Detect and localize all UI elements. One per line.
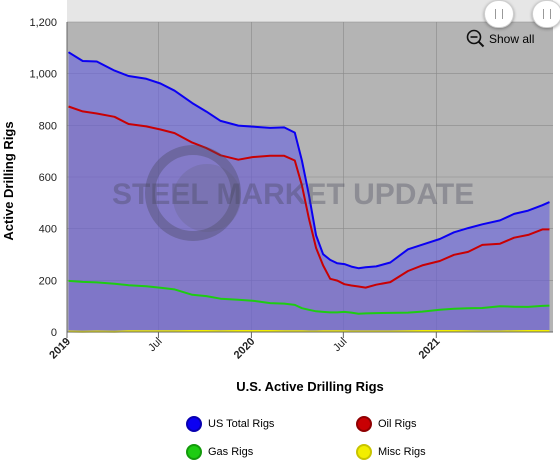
x-tick-label: Jul (331, 336, 349, 354)
y-tick-label: 400 (39, 224, 57, 236)
legend-dot-icon (356, 444, 372, 460)
area-gas-rigs (68, 280, 550, 332)
series-line-us-total-rigs (67, 51, 550, 270)
y-tick-label: 1,000 (29, 69, 57, 81)
series-line-oil-rigs (68, 105, 550, 289)
range-handle-left[interactable] (484, 0, 514, 28)
series-line-misc-rigs (68, 330, 550, 333)
y-axis: 0 200 400 600 800 1,000 1,200 (29, 17, 68, 339)
y-tick-label: 200 (39, 275, 57, 287)
x-axis-title: U.S. Active Drilling Rigs (236, 379, 384, 394)
x-tick-label: Jul (146, 336, 164, 354)
x-tick-label: 2021 (417, 336, 443, 362)
legend-item-us-total[interactable]: US Total Rigs (186, 416, 274, 432)
legend-label: Gas Rigs (208, 446, 254, 458)
area-us-total-rigs (68, 52, 550, 332)
show-all-button[interactable]: Show all (466, 29, 534, 48)
legend-item-gas[interactable]: Gas Rigs (186, 444, 253, 460)
legend-label: Oil Rigs (378, 418, 417, 430)
grip-icon (543, 9, 551, 19)
y-tick-label: 0 (51, 327, 57, 339)
legend-dot-icon (186, 416, 202, 432)
watermark-ring (145, 145, 241, 241)
navigator-strip (67, 0, 553, 22)
series-line-gas-rigs (68, 279, 550, 315)
zoom-out-icon (466, 29, 485, 48)
legend-item-misc[interactable]: Misc Rigs (356, 444, 426, 460)
legend-label: Misc Rigs (378, 446, 426, 458)
y-tick-label: 1,200 (29, 17, 57, 29)
watermark-disc (173, 164, 241, 232)
legend-label: US Total Rigs (208, 418, 275, 430)
x-tick-label: 2019 (47, 336, 73, 362)
show-all-label: Show all (489, 31, 535, 46)
legend-item-oil[interactable]: Oil Rigs (356, 416, 417, 432)
grip-icon (495, 9, 503, 19)
series-lines (67, 51, 550, 333)
y-tick-label: 800 (39, 120, 57, 132)
x-tick-label: 2020 (232, 336, 258, 362)
y-axis-title: Active Drilling Rigs (1, 121, 16, 240)
x-axis: 2019 Jul 2020 Jul 2021 (47, 331, 553, 362)
legend: US Total Rigs Oil Rigs Gas Rigs Misc Rig… (0, 408, 560, 462)
watermark-logo: STEEL MARKET UPDATE (112, 145, 474, 241)
range-handle-right[interactable] (532, 0, 560, 28)
legend-dot-icon (186, 444, 202, 460)
watermark-text: STEEL MARKET UPDATE (112, 178, 474, 211)
legend-dot-icon (356, 416, 372, 432)
y-tick-label: 600 (39, 172, 57, 184)
